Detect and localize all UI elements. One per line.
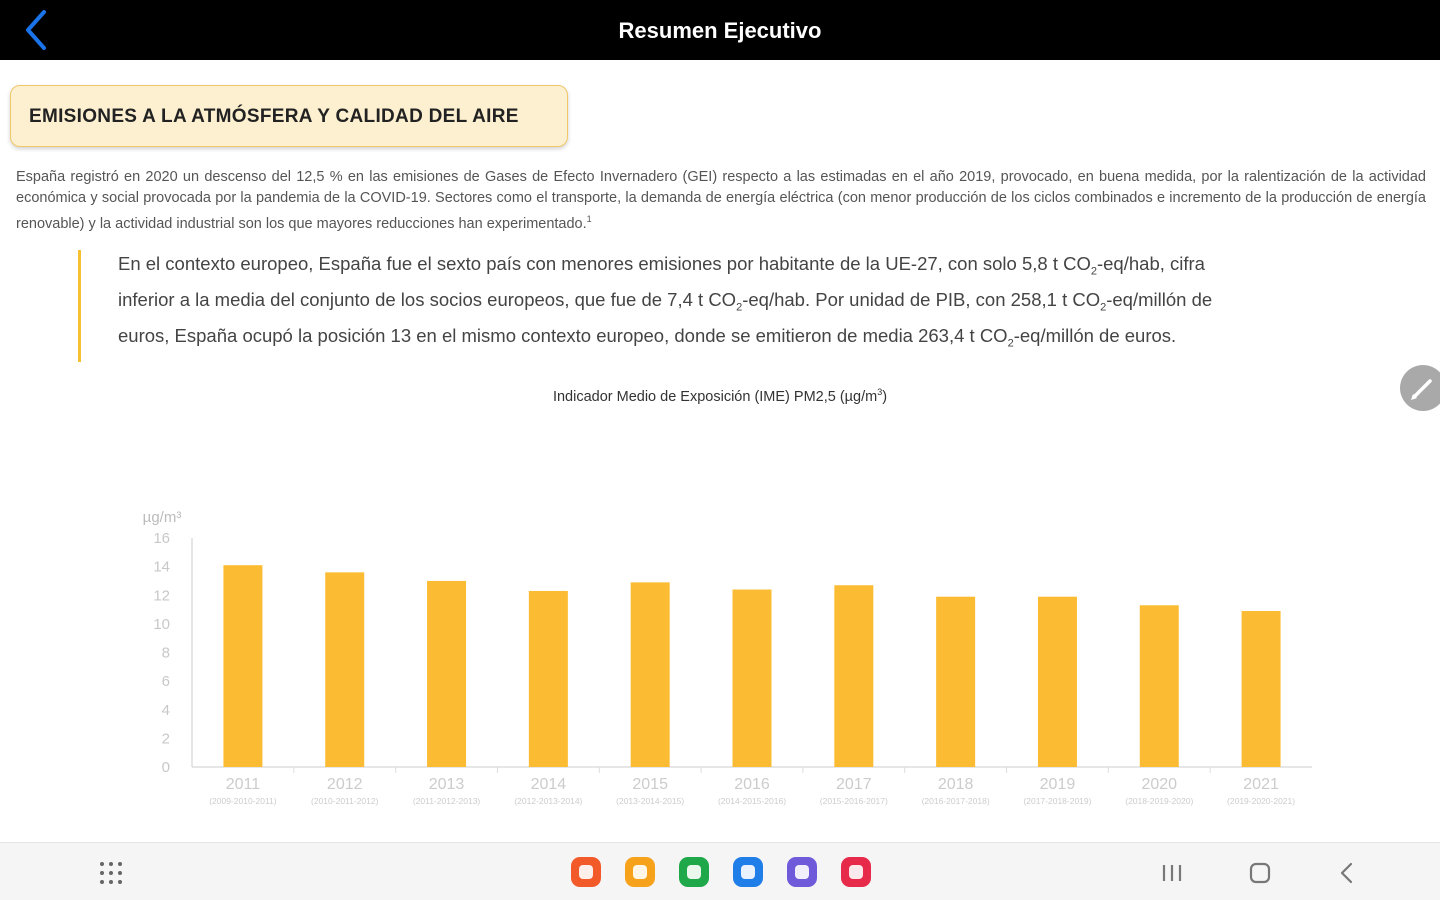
subscript: 2	[736, 301, 743, 314]
x-tick-sublabel: (2010-2011-2012)	[311, 796, 379, 806]
bar	[427, 580, 467, 767]
section-title: EMISIONES A LA ATMÓSFERA Y CALIDAD DEL A…	[29, 106, 519, 127]
x-tick-sublabel: (2009-2010-2011)	[209, 796, 277, 806]
x-tick-sublabel: (2018-2019-2020)	[1125, 796, 1193, 806]
quote-accent-bar	[78, 250, 81, 362]
quote-part: -eq/millón de euros, España ocupó la pos…	[118, 289, 1213, 347]
quote-part: -eq/hab, cifra inferior a la media del c…	[118, 253, 1205, 311]
app-blue-icon[interactable]	[733, 857, 763, 887]
x-tick-label: 2021	[1243, 776, 1279, 793]
bar	[528, 590, 568, 767]
intro-paragraph: España registró en 2020 un descenso del …	[16, 167, 1426, 235]
x-tick-label: 2020	[1141, 776, 1177, 793]
y-tick-label: 8	[162, 645, 170, 662]
x-tick-label: 2014	[531, 776, 567, 793]
x-tick-label: 2016	[734, 776, 770, 793]
back-arrow-icon	[26, 10, 46, 50]
y-tick-label: 0	[162, 759, 170, 776]
y-tick-label: 6	[162, 673, 170, 690]
system-taskbar	[0, 842, 1440, 900]
x-tick-label: 2011	[226, 776, 261, 793]
x-tick-sublabel: (2016-2017-2018)	[922, 796, 990, 806]
subscript: 2	[1090, 265, 1097, 278]
app-green-icon[interactable]	[679, 857, 709, 887]
page-title: Resumen Ejecutivo	[618, 18, 822, 43]
bar	[1241, 610, 1281, 767]
bar	[1139, 605, 1179, 767]
subscript: 2	[1007, 338, 1014, 351]
x-tick-label: 2018	[938, 776, 974, 793]
app-orange-icon[interactable]	[625, 857, 655, 887]
chart-title-sup: 3	[877, 387, 883, 397]
bar	[1037, 596, 1077, 767]
section-header: EMISIONES A LA ATMÓSFERA Y CALIDAD DEL A…	[10, 85, 568, 147]
x-tick-label: 2017	[836, 776, 872, 793]
quote-text: En el contexto europeo, España fue el se…	[118, 250, 1248, 359]
recent-apps-button[interactable]	[1160, 862, 1184, 884]
app-red-orange-icon[interactable]	[571, 857, 601, 887]
back-button[interactable]	[18, 8, 58, 52]
y-tick-label: 4	[162, 702, 170, 719]
x-tick-sublabel: (2013-2014-2015)	[616, 796, 684, 806]
bar	[223, 565, 263, 767]
chart-title: Indicador Medio de Exposición (IME) PM2,…	[0, 387, 1440, 405]
recents-icon	[1162, 865, 1182, 881]
grid-icon	[100, 862, 122, 884]
x-tick-label: 2015	[632, 776, 668, 793]
bar	[630, 582, 670, 767]
quote-part: -eq/hab. Por unidad de PIB, con 258,1 t …	[742, 289, 1101, 311]
x-tick-sublabel: (2017-2018-2019)	[1023, 796, 1091, 806]
footnote-marker: 1	[586, 214, 592, 224]
bar	[834, 585, 874, 767]
x-tick-label: 2012	[327, 776, 363, 793]
home-button[interactable]	[1248, 861, 1272, 885]
app-drawer-button[interactable]	[98, 860, 124, 886]
x-tick-sublabel: (2011-2012-2013)	[413, 796, 481, 806]
quote-part: En el contexto europeo, España fue el se…	[118, 253, 1091, 274]
y-tick-label: 12	[153, 587, 170, 604]
chart-title-text: Indicador Medio de Exposición (IME) PM2,…	[552, 388, 878, 405]
pencil-icon	[1411, 379, 1432, 400]
app-pink-icon[interactable]	[841, 857, 871, 887]
x-tick-sublabel: (2014-2015-2016)	[718, 796, 786, 806]
intro-text: España registró en 2020 un descenso del …	[16, 169, 1426, 232]
bar	[732, 589, 772, 767]
bar-chart: µg/m³ 0 2 4 6 8 10 12 14 16 2011 (2009-2010-2011) 20…	[143, 509, 1312, 806]
document-content[interactable]: EMISIONES A LA ATMÓSFERA Y CALIDAD DEL A…	[0, 60, 1440, 842]
home-icon	[1249, 862, 1271, 884]
subscript: 2	[1100, 301, 1107, 314]
chevron-left-icon	[1340, 862, 1353, 884]
app-purple-icon[interactable]	[787, 857, 817, 887]
chart-title-close: )	[882, 388, 888, 405]
x-tick-label: 2019	[1040, 776, 1076, 793]
y-tick-label: 14	[153, 559, 170, 576]
quote-part: -eq/millón de euros.	[1013, 325, 1177, 347]
x-tick-sublabel: (2015-2016-2017)	[820, 796, 888, 806]
top-app-bar: Resumen Ejecutivo	[0, 0, 1440, 60]
y-tick-label: 16	[153, 530, 170, 547]
highlight-quote: En el contexto europeo, España fue el se…	[78, 250, 1248, 362]
y-tick-label: 10	[153, 616, 170, 633]
bar	[325, 572, 365, 767]
edit-button[interactable]	[1400, 365, 1440, 411]
y-tick-label: 2	[162, 730, 170, 747]
bar	[936, 596, 976, 767]
x-tick-label: 2013	[429, 776, 465, 793]
y-axis-unit-label: µg/m³	[143, 509, 182, 526]
system-back-button[interactable]	[1336, 861, 1358, 885]
x-tick-sublabel: (2012-2013-2014)	[514, 796, 582, 806]
x-tick-sublabel: (2019-2020-2021)	[1227, 796, 1295, 806]
